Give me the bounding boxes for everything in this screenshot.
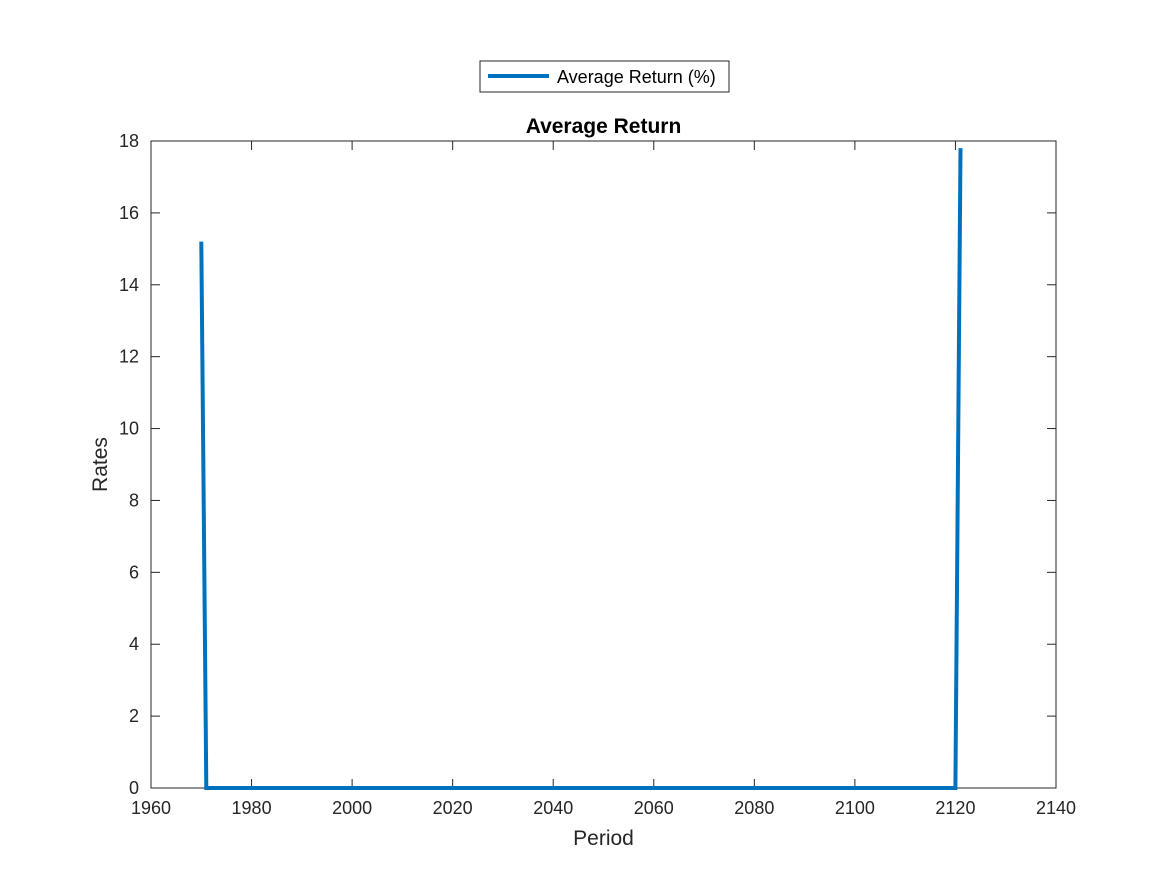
- plot-area-border: [150, 140, 1057, 789]
- x-tick-label: 2040: [533, 798, 573, 818]
- x-tick-label: 1960: [131, 798, 171, 818]
- series-layer: [199, 148, 963, 790]
- y-tick-label: 4: [129, 634, 139, 654]
- y-axis-label: Rates: [89, 437, 112, 492]
- y-tick-label: 6: [129, 562, 139, 582]
- y-tick-label: 14: [119, 275, 139, 295]
- x-axis-ticks: 1960 1980 2000 2020 2040 2060 2080 2100 2120 2140: [131, 141, 1076, 818]
- y-tick-label: 8: [129, 490, 139, 510]
- x-tick-label: 1980: [232, 798, 272, 818]
- x-axis-label: Period: [573, 827, 634, 850]
- y-tick-label: 10: [119, 419, 139, 439]
- x-tick-label: 2020: [433, 798, 473, 818]
- legend-entry-average-return: Average Return (%): [557, 67, 716, 87]
- plot-frame: [150, 140, 1057, 789]
- x-tick-label: 2100: [835, 798, 875, 818]
- y-tick-label: 0: [129, 778, 139, 798]
- chart-title: Average Return: [526, 115, 682, 138]
- y-tick-label: 12: [119, 347, 139, 367]
- y-tick-label: 2: [129, 706, 139, 726]
- series-line-0: [199, 148, 963, 790]
- x-tick-label: 2120: [935, 798, 975, 818]
- x-tick-label: 2080: [734, 798, 774, 818]
- x-tick-label: 2000: [332, 798, 372, 818]
- legend: Average Return (%): [479, 60, 730, 93]
- y-tick-label: 16: [119, 203, 139, 223]
- y-tick-label: 18: [119, 131, 139, 151]
- y-axis-ticks: 0 2 4 6 8 10 12 14 16 18: [119, 131, 1056, 798]
- x-tick-label: 2140: [1036, 798, 1076, 818]
- x-tick-label: 2060: [634, 798, 674, 818]
